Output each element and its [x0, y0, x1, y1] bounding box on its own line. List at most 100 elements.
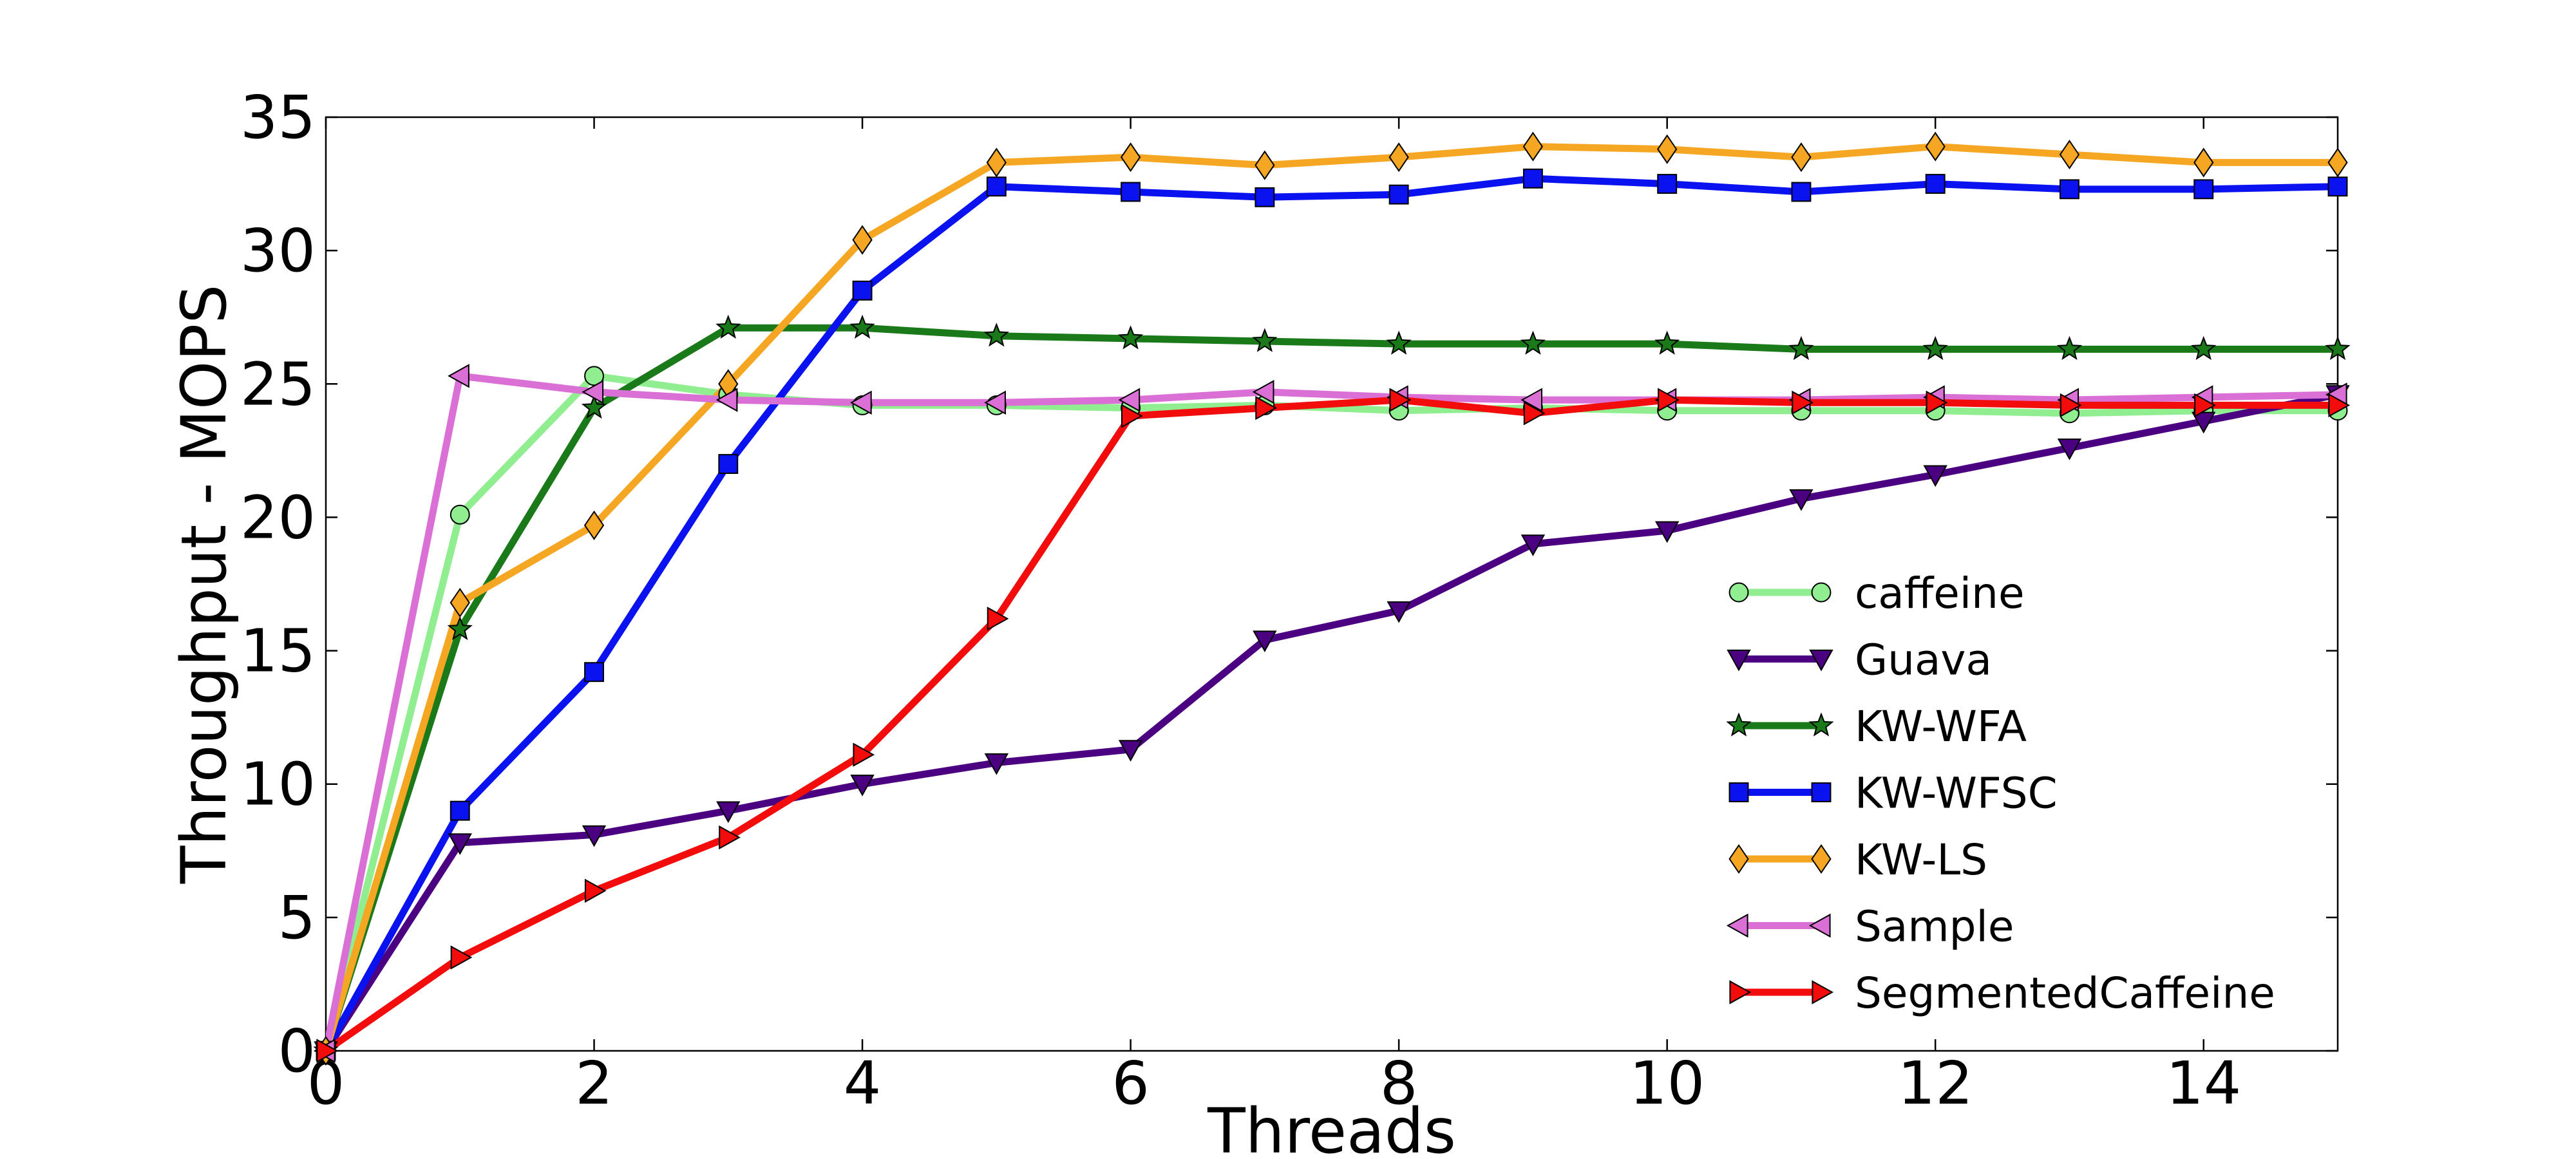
- data-point-kw-ls: [1925, 131, 1946, 162]
- data-point-guava: [984, 753, 1009, 775]
- legend-marker-kw-ls: [1811, 843, 1832, 874]
- x-tick-label: 14: [2166, 1049, 2241, 1118]
- x-tick-label: 10: [1629, 1049, 1705, 1118]
- data-point-kw-ls: [1120, 142, 1141, 173]
- data-point-guava: [1520, 534, 1546, 556]
- data-point-kw-wfsc: [1791, 182, 1812, 202]
- data-point-kw-wfa: [1386, 330, 1412, 355]
- data-point-segmentedcaffeine: [2060, 393, 2082, 418]
- x-tick-label: 8: [1380, 1049, 1418, 1118]
- y-axis: 0 5 10 15 20 25 30 35: [240, 83, 2338, 1086]
- data-point-sample: [1520, 388, 1542, 412]
- data-point-guava: [1118, 740, 1143, 762]
- data-point-kw-wfa: [581, 394, 607, 419]
- data-point-kw-wfsc: [584, 662, 604, 683]
- series-line-kw-wfa: [326, 324, 2338, 1052]
- data-point-kw-ls: [1522, 131, 1544, 162]
- data-point-kw-ls: [1255, 150, 1275, 180]
- data-point-sample: [1252, 380, 1274, 404]
- data-point-kw-ls: [450, 587, 470, 618]
- data-point-caffeine: [450, 504, 470, 525]
- x-tick-label: 6: [1112, 1049, 1150, 1118]
- data-point-kw-ls: [2193, 147, 2214, 178]
- data-point-guava: [1789, 489, 1814, 511]
- data-point-kw-wfa: [1252, 328, 1278, 352]
- legend-label-guava: Guava: [1855, 636, 1992, 685]
- data-point-segmentedcaffeine: [316, 1039, 339, 1063]
- data-point-segmentedcaffeine: [1523, 401, 1546, 426]
- data-point-kw-wfsc: [986, 176, 1007, 197]
- legend-marker-kw-wfa: [1726, 712, 1752, 737]
- data-point-kw-wfsc: [1925, 174, 1946, 194]
- y-tick-label: 0: [278, 1017, 316, 1086]
- data-point-kw-ls: [1791, 142, 1812, 173]
- series-line-kw-wfsc: [326, 174, 2338, 1053]
- data-point-guava: [1654, 521, 1680, 543]
- data-point-kw-wfsc: [1388, 184, 1409, 205]
- data-point-kw-wfa: [715, 314, 741, 339]
- legend-marker-sample: [1808, 913, 1831, 938]
- data-point-kw-wfsc: [1657, 174, 1678, 194]
- series-line-segmentedcaffeine: [326, 396, 2338, 1054]
- data-point-kw-wfa: [1117, 325, 1144, 350]
- data-point-segmentedcaffeine: [584, 878, 607, 903]
- data-point-kw-wfa: [1922, 335, 1948, 361]
- data-point-kw-ls: [1657, 134, 1678, 164]
- y-tick-label: 20: [240, 483, 316, 552]
- data-point-kw-wfa: [983, 323, 1009, 347]
- legend-marker-kw-wfsc: [1811, 782, 1832, 802]
- data-point-kw-wfsc: [2327, 176, 2348, 197]
- data-point-segmentedcaffeine: [2194, 393, 2216, 418]
- data-point-kw-wfa: [2191, 335, 2217, 361]
- data-point-segmentedcaffeine: [1389, 388, 1412, 412]
- legend-label-kw-ls: KW-LS: [1855, 835, 1987, 885]
- data-point-segmentedcaffeine: [853, 742, 875, 767]
- series-markers: [313, 131, 2351, 1066]
- data-point-guava: [716, 801, 741, 824]
- data-point-kw-wfa: [1788, 335, 1814, 361]
- x-tick-label: 12: [1898, 1049, 1973, 1118]
- legend-marker-caffeine: [1811, 582, 1832, 603]
- legend-marker-guava: [1727, 649, 1751, 672]
- data-point-sample: [715, 388, 738, 412]
- legend-marker-caffeine: [1728, 582, 1749, 603]
- x-tick-label: 4: [844, 1049, 882, 1118]
- data-point-segmentedcaffeine: [719, 825, 741, 850]
- data-point-guava: [850, 775, 875, 796]
- data-point-kw-wfsc: [2060, 179, 2079, 200]
- data-point-kw-wfa: [2325, 335, 2351, 361]
- legend-label-caffeine: caffeine: [1855, 569, 2025, 618]
- legend-marker-kw-ls: [1728, 843, 1749, 874]
- data-point-guava: [582, 825, 607, 847]
- y-tick-label: 30: [240, 216, 316, 285]
- data-point-kw-wfa: [447, 616, 473, 641]
- data-point-kw-ls: [1388, 142, 1409, 173]
- data-point-guava: [1253, 630, 1277, 653]
- data-point-kw-wfsc: [852, 280, 873, 301]
- y-tick-label: 5: [278, 883, 316, 952]
- data-point-guava: [2192, 411, 2216, 434]
- data-point-segmentedcaffeine: [1658, 388, 1680, 412]
- y-tick-label: 35: [240, 83, 316, 152]
- data-point-sample: [448, 364, 469, 388]
- data-point-kw-ls: [986, 147, 1007, 178]
- legend: caffeine Guava KW-WFA KW-WFSC KW-LS Sample Seg…: [1726, 569, 2275, 1018]
- data-point-kw-wfsc: [450, 800, 470, 821]
- legend-marker-guava: [1809, 649, 1833, 672]
- data-point-sample: [1118, 388, 1141, 412]
- data-point-segmentedcaffeine: [1121, 404, 1143, 428]
- legend-marker-segmentedcaffeine: [1729, 980, 1752, 1004]
- series-line-caffeine: [326, 372, 2338, 1052]
- data-point-segmentedcaffeine: [1792, 390, 1814, 415]
- data-point-guava: [448, 833, 472, 855]
- legend-label-kw-wfsc: KW-WFSC: [1855, 769, 2058, 818]
- data-point-kw-ls: [583, 510, 605, 540]
- series-lines: [326, 143, 2338, 1054]
- legend-label-segmentedcaffeine: SegmentedCaffeine: [1855, 968, 2275, 1018]
- y-tick-label: 15: [240, 617, 316, 686]
- data-point-segmentedcaffeine: [1926, 390, 1948, 415]
- data-point-guava: [1923, 465, 1947, 487]
- data-point-kw-wfsc: [718, 454, 739, 475]
- data-point-kw-ls: [2327, 147, 2348, 178]
